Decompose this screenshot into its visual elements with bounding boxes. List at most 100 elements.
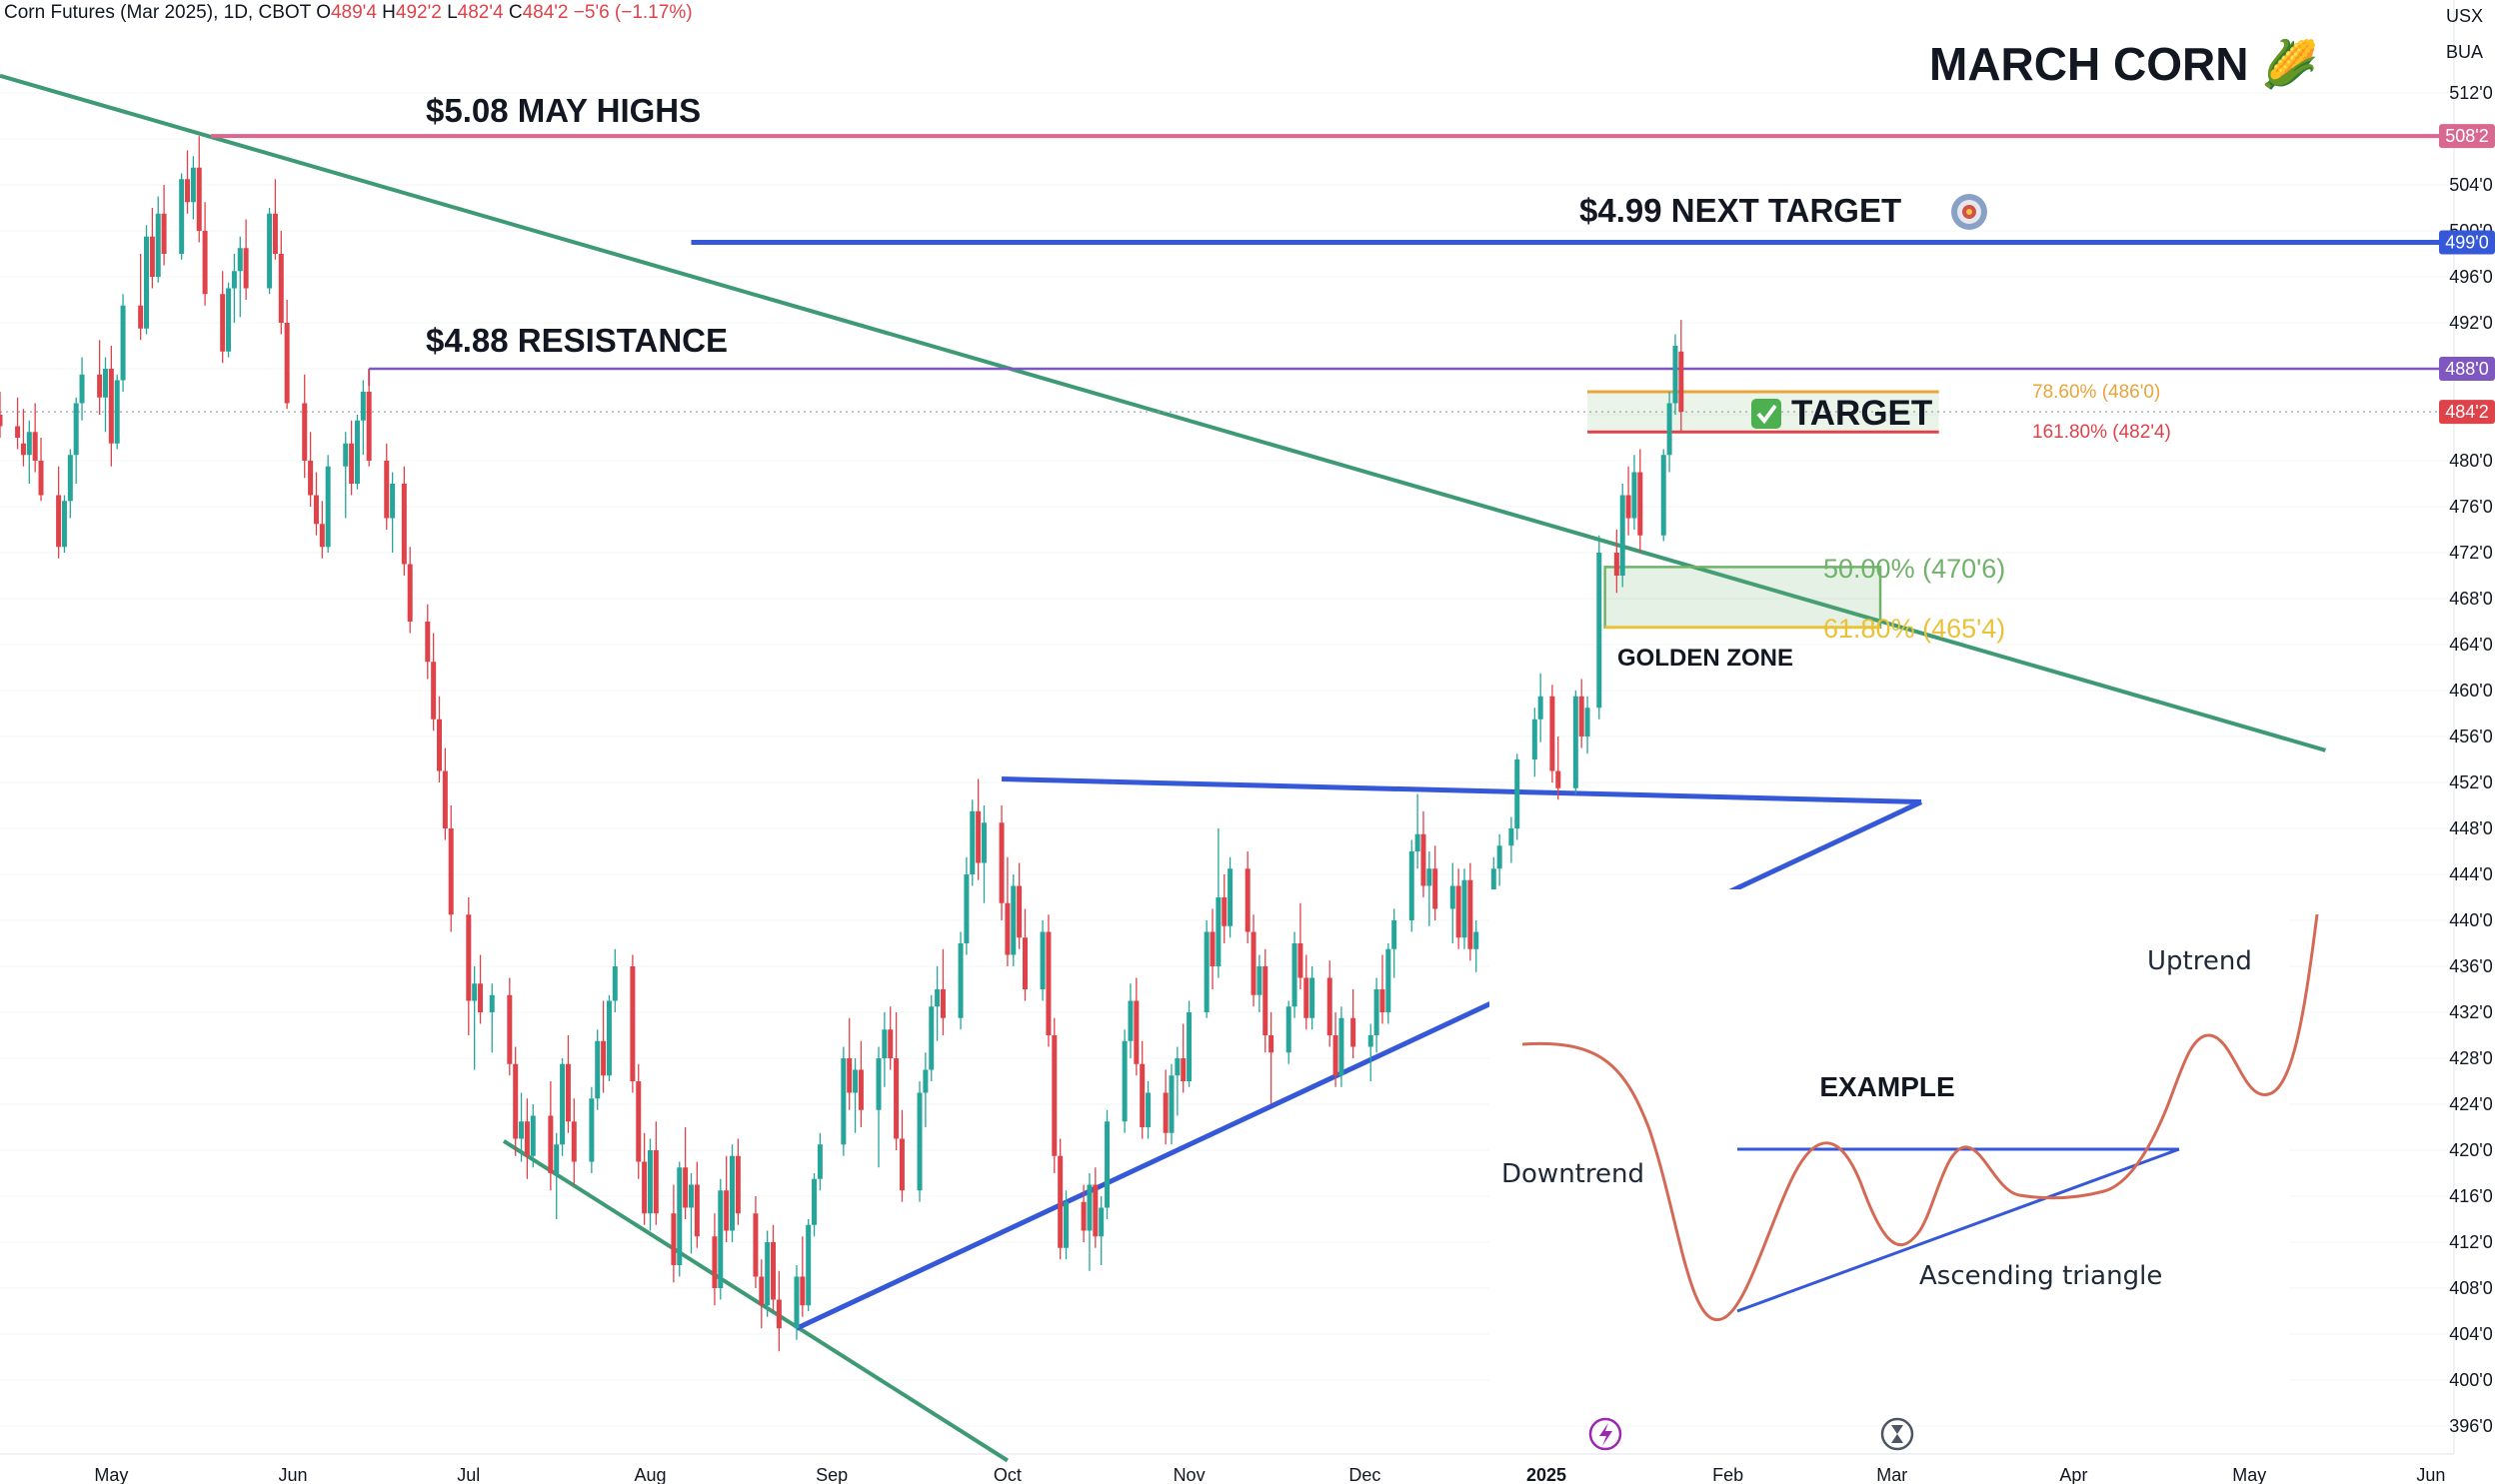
- fib-618-label: 61.80% (465'4): [1823, 614, 2005, 644]
- candle-body: [313, 495, 319, 525]
- candle-body: [1005, 902, 1011, 955]
- candle-body: [472, 983, 478, 1001]
- candle-body: [1187, 1012, 1193, 1081]
- checkmark-icon: [1751, 399, 1781, 429]
- chart-title: MARCH CORN 🌽: [1929, 36, 2318, 91]
- candle-body: [354, 420, 360, 484]
- candle-body: [1216, 897, 1222, 966]
- golden-zone-label: GOLDEN ZONE: [1617, 645, 1793, 672]
- candle-body: [1531, 719, 1537, 759]
- candle-body: [759, 1276, 765, 1306]
- candle-body: [196, 167, 202, 231]
- candle-body: [571, 1121, 577, 1162]
- candle-body: [630, 966, 636, 1081]
- price-tick-label: 404'0: [2449, 1324, 2492, 1344]
- candle-body: [817, 1144, 823, 1179]
- candle-body: [841, 1058, 847, 1145]
- candle-body: [1210, 931, 1216, 966]
- candle-body: [530, 1115, 536, 1156]
- candle-body: [437, 719, 442, 771]
- candle-body: [981, 822, 987, 863]
- resistance-label: $4.88 RESISTANCE: [426, 322, 728, 359]
- target-label: TARGET: [1791, 394, 1932, 433]
- candle-body: [489, 994, 495, 1012]
- candle-body: [272, 213, 278, 254]
- candle-body: [1496, 845, 1502, 869]
- candle-body: [108, 369, 114, 444]
- candle-body: [1414, 833, 1420, 851]
- candle-body: [876, 1058, 882, 1110]
- candle-body: [612, 966, 618, 1001]
- candles: [0, 136, 1684, 1352]
- candle-body: [1514, 759, 1520, 828]
- trendline-downtrend: [0, 73, 2326, 752]
- candle-body: [302, 403, 308, 461]
- candle-body: [384, 461, 390, 519]
- candle-body: [1140, 1063, 1146, 1127]
- candle-body: [999, 822, 1005, 903]
- price-tick-label: 472'0: [2449, 543, 2492, 563]
- candle-body: [26, 432, 32, 456]
- price-axis[interactable]: 512'0508'0504'0500'0496'0492'0488'0484'0…: [2449, 83, 2492, 1436]
- golden-zone: [1603, 566, 1882, 629]
- candle-body: [1064, 1201, 1070, 1248]
- target-icon: [1951, 194, 1987, 230]
- price-tick-label: 512'0: [2449, 83, 2492, 103]
- horizontal-levels: [0, 134, 2454, 413]
- candle-body: [179, 179, 185, 254]
- time-axis[interactable]: May Jun Jul Aug Sep Oct Nov Dec 2025 Feb Mar Apr May…: [94, 1465, 2445, 1484]
- example-background: [1489, 889, 2289, 1394]
- candle-body: [1169, 1075, 1175, 1133]
- open-label: O: [316, 2, 331, 23]
- lightning-icon[interactable]: [1588, 1417, 1622, 1451]
- candle-body: [231, 271, 237, 289]
- candle-body: [1081, 1201, 1087, 1231]
- candle-body: [102, 369, 108, 398]
- candle-body: [671, 1213, 677, 1265]
- candle-body: [448, 828, 454, 915]
- candle-body: [683, 1167, 689, 1208]
- candle-body: [144, 236, 149, 329]
- hourglass-icon[interactable]: [1880, 1417, 1914, 1451]
- candle-body: [548, 1115, 554, 1173]
- candle-body: [1204, 931, 1210, 1012]
- candle-body: [595, 1040, 601, 1099]
- candle-body: [1040, 931, 1046, 989]
- example-inset: EXAMPLE Downtrend Uptrend Ascending tria…: [1489, 889, 2319, 1394]
- candle-body: [1181, 1058, 1187, 1081]
- price-tag-label: 499'0: [2445, 233, 2488, 253]
- candle-body: [1163, 1092, 1169, 1133]
- candle-body: [964, 874, 970, 943]
- candle-body: [1596, 553, 1602, 709]
- candle-body: [636, 1081, 642, 1162]
- candle-body: [1175, 1058, 1181, 1076]
- candle-body: [97, 374, 103, 398]
- candle-body: [970, 810, 976, 874]
- candle-body: [1385, 948, 1391, 1012]
- time-tick-label: Jun: [278, 1465, 307, 1484]
- example-downtrend-label: Downtrend: [1501, 1159, 1644, 1189]
- candle-body: [1105, 1121, 1111, 1208]
- candle-body: [1631, 472, 1637, 519]
- price-tick-label: 452'0: [2449, 772, 2492, 792]
- price-tick-label: 432'0: [2449, 1002, 2492, 1022]
- candle-body: [647, 1150, 653, 1214]
- candle-body: [1367, 1035, 1373, 1047]
- candle-body: [425, 622, 431, 663]
- candle-body: [688, 1184, 694, 1208]
- time-tick-label: May: [2232, 1465, 2266, 1484]
- time-tick-label: Oct: [994, 1465, 1022, 1484]
- candle-body: [284, 323, 290, 404]
- candle-body: [1578, 696, 1584, 737]
- candle-body: [730, 1155, 735, 1231]
- candle-body: [1678, 351, 1684, 413]
- candle-body: [1128, 1000, 1134, 1041]
- candle-body: [267, 213, 273, 289]
- candle-body: [882, 1029, 888, 1058]
- candle-body: [724, 1190, 730, 1231]
- candle-body: [1637, 472, 1643, 536]
- price-tag: [2439, 400, 2495, 425]
- price-tick-label: 448'0: [2449, 818, 2492, 838]
- candle-body: [1052, 1035, 1058, 1156]
